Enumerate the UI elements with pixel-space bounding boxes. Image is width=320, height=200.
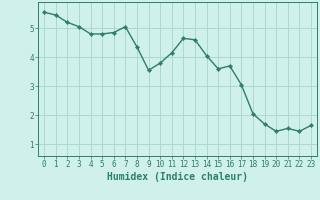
X-axis label: Humidex (Indice chaleur): Humidex (Indice chaleur) [107, 172, 248, 182]
